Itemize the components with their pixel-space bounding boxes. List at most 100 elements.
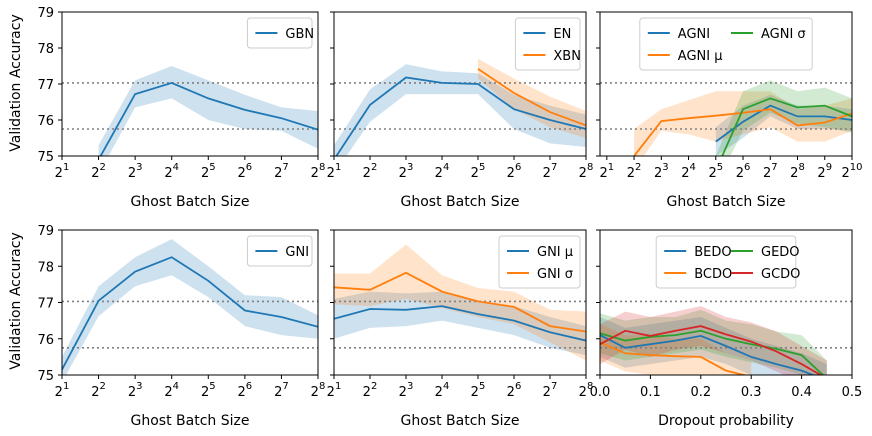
x-tick-label: 24 — [681, 162, 696, 181]
x-tick-label: 23 — [128, 162, 143, 181]
x-tick-label: 21 — [55, 381, 70, 400]
x-tick-label: 23 — [399, 381, 414, 400]
panel-bottom-right: 0.0 0.1 0.2 0.3 0.4 0.5 Dropout probability BED… — [590, 229, 862, 429]
x-tick-label: 22 — [363, 162, 378, 181]
legend: AGNI AGNI μ AGNI σ — [639, 17, 813, 71]
x-axis-label: Ghost Batch Size — [401, 413, 520, 429]
band-gni-σ — [334, 244, 586, 361]
x-tick-label: 0.2 — [690, 385, 711, 400]
x-tick-label: 24 — [164, 381, 179, 400]
legend-label: AGNI μ — [678, 49, 723, 64]
x-tick-label: 23 — [128, 381, 143, 400]
panel-top-left: 75 76 77 78 79 21 22 23 24 25 26 27 28 Ghost Batch Si… — [37, 6, 325, 210]
x-tick-label: 22 — [363, 381, 378, 400]
x-tick-label: 25 — [471, 162, 486, 181]
x-axis-label: Ghost Batch Size — [667, 194, 786, 210]
legend-label: XBN — [553, 49, 581, 64]
plot-area — [62, 239, 318, 375]
band-gni — [62, 239, 318, 375]
band-agni-μ — [634, 91, 852, 156]
x-tick-label: 25 — [471, 381, 486, 400]
x-axis-label: Ghost Batch Size — [401, 194, 520, 210]
plot-area — [600, 80, 852, 156]
x-tick-label: 28 — [579, 162, 594, 181]
line-gbn — [99, 81, 318, 156]
plot-area — [334, 244, 586, 361]
x-axis-label: Ghost Batch Size — [131, 194, 250, 210]
y-tick-label: 79 — [37, 224, 54, 239]
panel-top-right: 21 22 23 24 25 26 27 28 29 210 Ghost Batch Size AGN… — [596, 11, 863, 210]
plot-area — [62, 66, 318, 156]
legend-box — [655, 235, 797, 289]
x-tick-label: 26 — [507, 162, 522, 181]
x-tick-label: 28 — [311, 381, 326, 400]
x-tick-label: 27 — [274, 381, 289, 400]
y-tick-label: 76 — [37, 333, 54, 348]
y-tick-label: 77 — [37, 78, 54, 93]
legend-label: BEDO — [694, 245, 731, 260]
y-tick-label: 78 — [37, 260, 54, 275]
x-tick-label: 25 — [201, 381, 216, 400]
y-tick-label: 75 — [37, 150, 54, 165]
x-tick-label: 24 — [164, 162, 179, 181]
band-gni-μ — [334, 291, 586, 356]
line-gni-σ — [334, 271, 586, 333]
legend: BEDO BCDO GEDO GCDO — [655, 235, 800, 289]
line-agni-μ — [633, 108, 852, 156]
y-tick-label: 79 — [37, 6, 54, 21]
legend-box — [246, 17, 313, 49]
x-tick-label: 27 — [274, 162, 289, 181]
legend-box — [514, 17, 581, 71]
legend-label: GCDO — [761, 267, 800, 282]
line-gcdo — [600, 325, 823, 375]
y-axis-label-bottom: Validation Accuracy — [8, 232, 24, 370]
legend-label: AGNI — [678, 27, 710, 42]
x-tick-label: 25 — [708, 162, 723, 181]
x-tick-label: 21 — [327, 162, 342, 181]
x-tick-label: 21 — [55, 162, 70, 181]
x-tick-label: 23 — [654, 162, 669, 181]
band-agni — [715, 94, 852, 156]
band-bcdo — [600, 324, 752, 375]
legend-label: GNI σ — [537, 267, 573, 282]
legend-box — [639, 17, 813, 71]
legend-label: GNI μ — [537, 245, 573, 260]
legend-box — [498, 235, 581, 289]
x-tick-label: 26 — [507, 381, 522, 400]
x-tick-label: 26 — [238, 162, 253, 181]
y-tick-label: 75 — [37, 369, 54, 384]
x-tick-label: 0.0 — [590, 385, 611, 400]
band-gedo — [600, 309, 827, 375]
x-tick-label: 22 — [627, 162, 642, 181]
x-tick-label: 24 — [435, 381, 450, 400]
legend: GNI — [246, 235, 313, 267]
y-tick-label: 76 — [37, 114, 54, 129]
x-axis-label: Dropout probability — [658, 413, 794, 429]
x-tick-label: 21 — [327, 381, 342, 400]
x-tick-label: 28 — [790, 162, 805, 181]
x-tick-label: 27 — [543, 381, 558, 400]
y-tick-label: 78 — [37, 42, 54, 57]
band-xbn — [478, 58, 586, 138]
legend: EN XBN — [514, 17, 581, 71]
x-tick-label: 29 — [817, 162, 832, 181]
plot-area — [334, 58, 586, 156]
line-en — [335, 76, 586, 156]
panel-top-middle: 21 22 23 24 25 26 27 28 Ghost Batch Size EN XBN — [327, 11, 594, 210]
line-bcdo — [600, 341, 748, 375]
plot-area — [600, 300, 852, 375]
band-en — [334, 64, 586, 156]
legend-label: GNI — [285, 245, 309, 260]
x-tick-label: 21 — [599, 162, 614, 181]
x-tick-label: 26 — [238, 381, 253, 400]
panel-bottom-left: 75 76 77 78 79 21 22 23 24 25 26 27 28 Ghost Batch Si… — [37, 224, 325, 429]
legend-label: AGNI σ — [761, 27, 806, 42]
x-tick-label: 24 — [435, 162, 450, 181]
legend-label: EN — [553, 27, 571, 42]
line-xbn — [477, 68, 586, 127]
legend-label: GBN — [285, 27, 314, 42]
x-tick-label: 23 — [399, 162, 414, 181]
